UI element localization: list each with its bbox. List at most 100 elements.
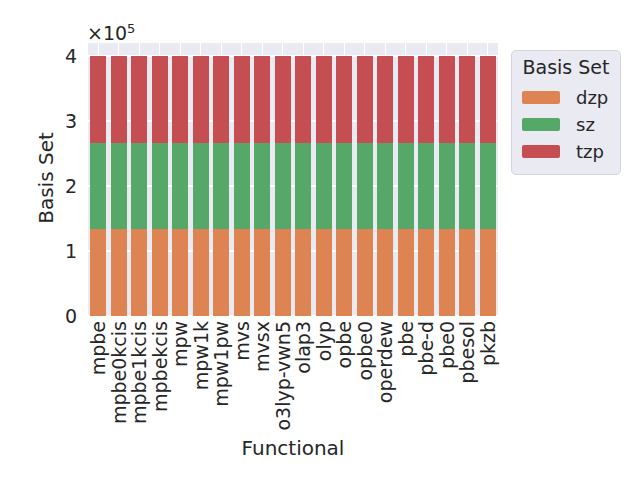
bar-segment-tzp [295,56,311,143]
legend: Basis Set dzp sz tzp [511,50,621,175]
x-tick-label: mpbe [88,321,108,375]
bar-segment-tzp [172,56,188,143]
x-tick-label: pbe [396,321,416,357]
legend-swatch-sz [522,118,560,131]
bar-segment-tzp [213,56,229,143]
bar-segment-tzp [90,56,106,143]
bar-segment-tzp [398,56,414,143]
bar-segment-sz [418,143,434,230]
bar-segment-dzp [90,229,106,316]
bar-segment-sz [172,143,188,230]
horizontal-gridline [88,315,498,316]
legend-items: dzp sz tzp [522,84,610,165]
bar-segment-tzp [275,56,291,143]
x-tick-label: mvsx [252,321,272,372]
x-tick-label: olap3 [293,321,313,374]
chart-figure: ×105 Basis Set 0 1 2 3 4 mpbempbe0kcismpbe1k… [0,0,640,480]
bar-segment-dzp [254,229,270,316]
legend-item-dzp: dzp [522,84,610,111]
x-tick-label: operdew [375,321,395,403]
bar-segment-tzp [152,56,168,143]
bar-segment-dzp [439,229,455,316]
bar-segment-sz [90,143,106,230]
x-tick-label: pkzb [478,321,498,366]
bar-segment-tzp [336,56,352,143]
y-tick-label: 0 [22,304,77,328]
bar-segment-sz [111,143,127,230]
bar-segment-sz [295,143,311,230]
bar-segment-dzp [152,229,168,316]
horizontal-gridline [88,250,498,251]
bar-segment-dzp [377,229,393,316]
bar-segment-dzp [295,229,311,316]
bar-segment-tzp [480,56,496,143]
legend-item-sz: sz [522,111,610,138]
bar-segment-sz [357,143,373,230]
bar-segment-dzp [234,229,250,316]
legend-swatch-tzp [522,145,560,158]
x-tick-label: opbe0 [355,321,375,381]
bar-segment-sz [480,143,496,230]
y-axis-offset-label: ×105 [87,21,135,44]
bar-segment-dzp [213,229,229,316]
bar-segment-sz [459,143,475,230]
horizontal-gridline [88,120,498,121]
bar-segment-dzp [418,229,434,316]
x-tick-label: mpbe1kcis [129,321,149,424]
legend-swatch-dzp [522,91,560,104]
bar-segment-dzp [480,229,496,316]
x-tick-label: mpbekcis [150,321,170,412]
bar-segment-sz [398,143,414,230]
bar-segment-tzp [234,56,250,143]
y-tick-label: 3 [22,109,77,133]
bar-segment-tzp [377,56,393,143]
bar-segment-sz [316,143,332,230]
bar-segment-sz [193,143,209,230]
bar-segment-sz [213,143,229,230]
bar-segment-tzp [111,56,127,143]
bar-segment-dzp [193,229,209,316]
x-tick-label: mvs [232,321,252,361]
bar-segment-sz [275,143,291,230]
legend-item-label: dzp [576,87,608,108]
x-axis-label: Functional [88,436,498,460]
y-tick-label: 1 [22,239,77,263]
bar-segment-dzp [316,229,332,316]
bar-segment-tzp [316,56,332,143]
bar-segment-sz [254,143,270,230]
x-tick-label: pbesol [457,321,477,384]
legend-item-label: tzp [576,141,604,162]
offset-exponent: 5 [127,21,135,36]
bar-segment-tzp [459,56,475,143]
y-tick-label: 2 [22,174,77,198]
bar-segment-dzp [336,229,352,316]
x-tick-label: opbe [334,321,354,368]
x-tick-label: olyp [314,321,334,361]
x-tick-label: mpbe0kcis [109,321,129,424]
x-tick-label: pbe0 [437,321,457,369]
bar-segment-sz [152,143,168,230]
legend-item-label: sz [576,114,595,135]
bar-segment-dzp [275,229,291,316]
plot-area [88,43,498,316]
x-tick-label: mpw1k [191,321,211,390]
bar-segment-tzp [439,56,455,143]
legend-item-tzp: tzp [522,138,610,165]
bar-segment-tzp [357,56,373,143]
x-tick-label: mpw1pw [211,321,231,407]
bar-segment-sz [336,143,352,230]
offset-prefix: ×10 [87,22,127,44]
bar-segment-tzp [418,56,434,143]
bar-segment-dzp [172,229,188,316]
legend-title: Basis Set [522,56,610,78]
bar-segment-dzp [111,229,127,316]
bar-segment-dzp [131,229,147,316]
y-tick-label: 4 [22,44,77,68]
bar-segment-tzp [131,56,147,143]
bar-segment-tzp [193,56,209,143]
bar-segment-tzp [254,56,270,143]
bar-segment-sz [234,143,250,230]
bar-segment-sz [377,143,393,230]
bar-segment-dzp [398,229,414,316]
x-tick-label: pbe-d [416,321,436,376]
